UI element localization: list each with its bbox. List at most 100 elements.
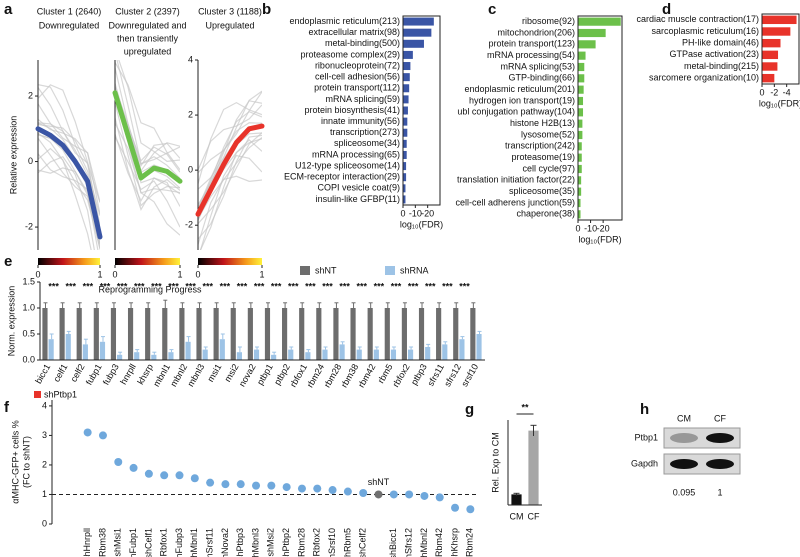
- significance: ***: [305, 281, 316, 291]
- point: [83, 428, 92, 437]
- significance: **: [521, 402, 529, 412]
- category-label: proteasome complex(29): [300, 49, 400, 59]
- x-tick-label: shRbfox2: [312, 528, 322, 557]
- category-label: spliceosome(34): [334, 138, 400, 148]
- y-tick-label: 2: [188, 109, 193, 119]
- x-tick-label: msi1: [205, 362, 223, 383]
- blot-band: [670, 459, 698, 469]
- bar: [134, 352, 140, 360]
- bar: [425, 347, 431, 360]
- bar: [316, 308, 322, 360]
- bar: [578, 51, 586, 60]
- quantification: 0.095: [673, 487, 696, 497]
- plot-subtitle: Upregulated: [205, 20, 254, 30]
- significance: ***: [66, 281, 77, 291]
- bar: [762, 27, 791, 36]
- traces: [198, 90, 262, 250]
- x-tick-label: shRbm28: [296, 528, 306, 557]
- panel-letter: e: [4, 253, 12, 270]
- bar: [578, 176, 582, 185]
- point-label: shNT: [368, 477, 390, 487]
- bar: [305, 352, 311, 360]
- category-label: cardiac muscle contraction(17): [636, 14, 759, 24]
- bar: [145, 308, 151, 360]
- traces: [115, 60, 180, 236]
- y-tick-label: 0.5: [22, 328, 35, 338]
- significance: ***: [322, 281, 333, 291]
- bar: [762, 38, 781, 48]
- point: [374, 490, 383, 499]
- blot-band: [706, 459, 734, 469]
- point: [297, 484, 306, 493]
- bar: [288, 349, 294, 360]
- bar: [264, 308, 271, 360]
- point: [221, 480, 230, 489]
- significance: ***: [391, 281, 402, 291]
- bar: [403, 117, 408, 126]
- plot-subtitle: Downregulated and: [108, 20, 186, 30]
- point: [114, 458, 123, 466]
- x-tick-label: srsf10: [459, 362, 480, 388]
- y-tick-label: 3: [42, 430, 47, 440]
- panel-letter: h: [640, 401, 649, 418]
- point: [405, 490, 414, 499]
- category-label: innate immunity(56): [321, 116, 400, 126]
- bar: [578, 198, 581, 208]
- category-label: endoplasmic reticulum(213): [289, 16, 400, 26]
- bar: [48, 339, 54, 360]
- bar: [179, 308, 185, 360]
- x-axis-label: Reprogramming Progress: [98, 284, 202, 294]
- x-tick-label: fubp3: [101, 362, 121, 387]
- panel-letter: d: [662, 1, 671, 18]
- bar: [476, 334, 482, 360]
- bar: [470, 308, 476, 360]
- y-tick-label: 0.0: [22, 354, 35, 364]
- bar: [528, 430, 539, 505]
- significance: ***: [237, 281, 248, 291]
- bar: [578, 74, 585, 83]
- y-tick-label: 1.5: [22, 276, 35, 286]
- bar: [578, 164, 582, 174]
- panel-letter: f: [4, 399, 10, 416]
- bar: [578, 40, 596, 49]
- significance: ***: [151, 281, 162, 291]
- bar: [418, 308, 425, 360]
- x-tick-label: shRbm24: [465, 528, 475, 557]
- quantification: 1: [717, 487, 722, 497]
- bar: [578, 119, 583, 128]
- x-tick-label: 0: [112, 269, 117, 279]
- background-trace: [38, 132, 100, 249]
- category-label: insulin-like GFBP(11): [316, 194, 400, 204]
- bar: [282, 308, 288, 360]
- significance: ***: [48, 281, 59, 291]
- point: [206, 478, 215, 487]
- category-label: sarcoplasmic reticulum(16): [651, 26, 759, 36]
- point: [359, 489, 368, 497]
- point: [389, 490, 398, 499]
- bar: [117, 354, 123, 360]
- bar: [110, 308, 117, 360]
- x-tick-label: 0: [575, 223, 580, 233]
- category-label: metal-binding(215): [684, 61, 759, 71]
- bar: [384, 308, 390, 360]
- bar: [578, 62, 585, 72]
- background-trace: [198, 104, 262, 171]
- category-label: mRNA processing(65): [312, 149, 400, 159]
- lane-label: CF: [714, 413, 726, 423]
- point: [451, 503, 460, 512]
- bar: [403, 128, 408, 137]
- background-trace: [38, 84, 100, 216]
- category-label: mRNA splicing(59): [325, 94, 400, 104]
- x-tick-label: -20: [597, 223, 610, 233]
- y-tick-label: 1.0: [22, 302, 35, 312]
- category-label: ubl conjugation pathway(104): [457, 107, 575, 117]
- x-tick-label: shSrsf11: [204, 528, 214, 557]
- significance: ***: [374, 281, 385, 291]
- y-tick-label: -2: [25, 221, 33, 231]
- category-label: mRNA processing(54): [487, 50, 575, 60]
- significance: ***: [339, 281, 350, 291]
- x-axis-label: log₁₀(FDR): [400, 219, 443, 229]
- bar: [403, 39, 424, 48]
- bar: [403, 84, 410, 93]
- x-tick-label: 0: [195, 269, 200, 279]
